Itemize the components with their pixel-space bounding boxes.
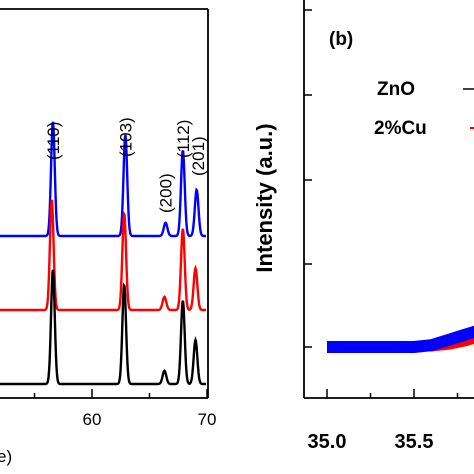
panel-a-ticks <box>33 389 208 398</box>
panel-b-label: (b) <box>329 29 353 50</box>
legend-zno: ZnO <box>377 79 415 100</box>
panel-a-xlabel-fragment: e) <box>0 447 12 466</box>
panel-a-xtick-60: 60 <box>83 410 102 429</box>
panel-b-ticks <box>304 9 459 398</box>
panel-a: (110) (103) (200) (112)(201) 60 70 e) <box>0 8 217 466</box>
panel-a-series-0 <box>0 121 206 238</box>
panel-a-series-1 <box>0 199 206 312</box>
panel-b-xtick-35.5: 35.5 <box>395 431 434 453</box>
panel-b-xtick-35.0: 35.0 <box>308 431 347 453</box>
panel-b-curves <box>327 325 474 353</box>
panel-a-series-2 <box>0 269 206 386</box>
peak-label: (112) <box>174 120 193 158</box>
legend-cu: 2%Cu <box>374 118 427 139</box>
panel-b-ylabel: Intensity (a.u.) <box>252 123 277 272</box>
panel-a-peak-labels: (110) (103) (200) (112)(201) <box>44 117 208 213</box>
panel-b: (b) ZnO 2%Cu Intensity (a.u.) 35.0 35.5 <box>252 0 474 453</box>
panel-a-xtick-70: 70 <box>198 410 217 429</box>
peak-label: (201) <box>189 136 208 176</box>
peak-label: (110) <box>44 122 63 160</box>
peak-label: (200) <box>157 173 176 213</box>
panel-b-series-1 <box>327 325 474 353</box>
peak-label: (103) <box>116 117 135 157</box>
panel-a-curves <box>0 121 206 386</box>
